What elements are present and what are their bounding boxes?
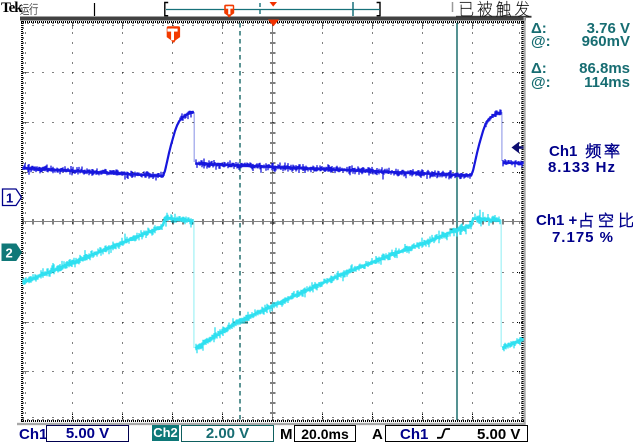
svg-text:2: 2	[6, 246, 13, 261]
svg-text:1: 1	[6, 191, 13, 206]
